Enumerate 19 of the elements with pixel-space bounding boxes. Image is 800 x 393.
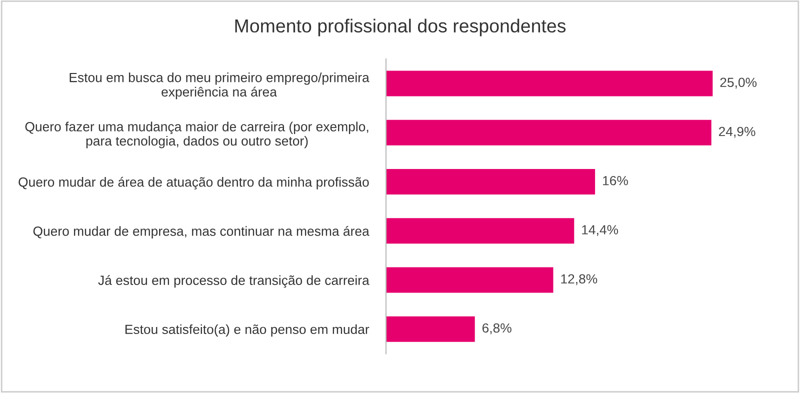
data-label: 6,8% bbox=[482, 323, 512, 334]
chart-title: Momento profissional dos respondentes bbox=[235, 18, 566, 36]
bar bbox=[386, 316, 475, 342]
y-tick-label: Estou satisfeito(a) e não penso em mudar bbox=[125, 324, 370, 337]
data-label: 24,9% bbox=[718, 126, 756, 138]
data-label: 14,4% bbox=[582, 225, 618, 236]
y-tick-label: Quero mudar de área de atuação dentro da minha profissão bbox=[18, 176, 369, 190]
bar bbox=[386, 70, 713, 96]
y-tick-label: Já estou em processo de transição de carreira bbox=[98, 275, 370, 288]
y-tick-label: Estou em busca do meu primeiro emprego/primeira experiência na área bbox=[70, 72, 370, 100]
data-label: 12,8% bbox=[561, 274, 598, 286]
data-label: 16% bbox=[603, 176, 628, 186]
bar bbox=[386, 120, 712, 146]
bar bbox=[386, 168, 596, 195]
bar bbox=[386, 218, 574, 244]
bar bbox=[386, 267, 554, 293]
y-tick-label: Quero fazer uma mudança maior de carreira (por exemplo, para tecnologia, dados ou outro setor) bbox=[25, 122, 368, 148]
data-label: 25,0% bbox=[720, 78, 757, 89]
y-tick-label: Quero mudar de empresa, mas continuar na mesma área bbox=[33, 226, 370, 238]
